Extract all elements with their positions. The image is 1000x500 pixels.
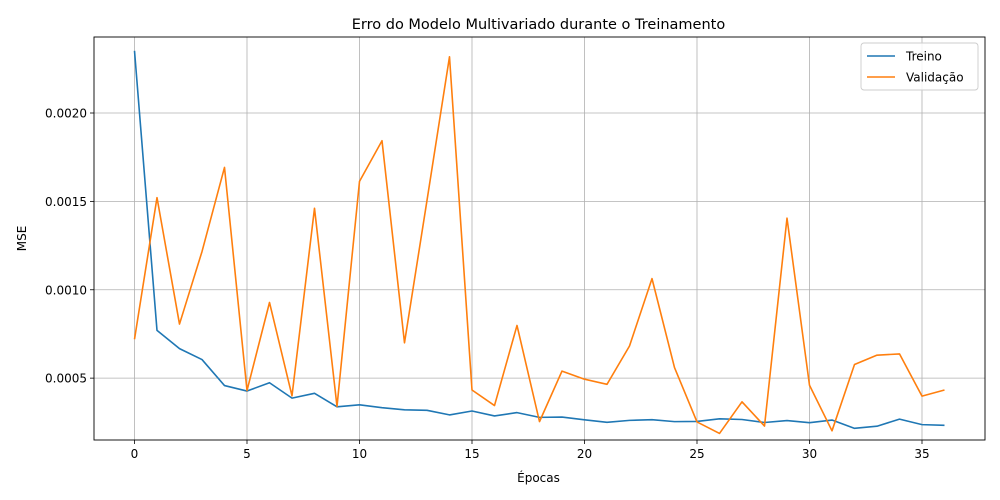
series-line-treino — [133, 50, 945, 430]
plot-frame — [93, 36, 986, 441]
series-line-validacao — [133, 55, 945, 435]
legend-label-validacao: Validação — [906, 71, 964, 85]
legend-box — [860, 42, 979, 91]
x-axis-label: Épocas — [517, 470, 560, 485]
x-tick-label: 25 — [689, 447, 704, 461]
grid — [94, 37, 985, 440]
ticks: 0 5 10 15 20 25 30 35 0.0005 0.0010 0.0015 0.0020 — [45, 107, 930, 461]
x-tick-label: 10 — [352, 447, 367, 461]
chart-title: Erro do Modelo Multivariado durante o Tr… — [352, 17, 726, 33]
legend: Treino Validação — [860, 42, 979, 91]
x-tick-label: 30 — [802, 447, 817, 461]
x-tick-label: 5 — [243, 447, 251, 461]
x-tick-label: 35 — [914, 447, 929, 461]
y-axis-label: MSE — [15, 226, 29, 252]
legend-label-treino: Treino — [905, 50, 942, 64]
y-tick-label: 0.0020 — [45, 107, 87, 121]
series-layer — [133, 50, 945, 435]
y-tick-label: 0.0010 — [45, 283, 87, 297]
x-tick-label: 0 — [131, 447, 139, 461]
x-tick-label: 20 — [577, 447, 592, 461]
y-tick-label: 0.0015 — [45, 195, 87, 209]
x-tick-label: 15 — [464, 447, 479, 461]
y-tick-label: 0.0005 — [45, 372, 87, 386]
